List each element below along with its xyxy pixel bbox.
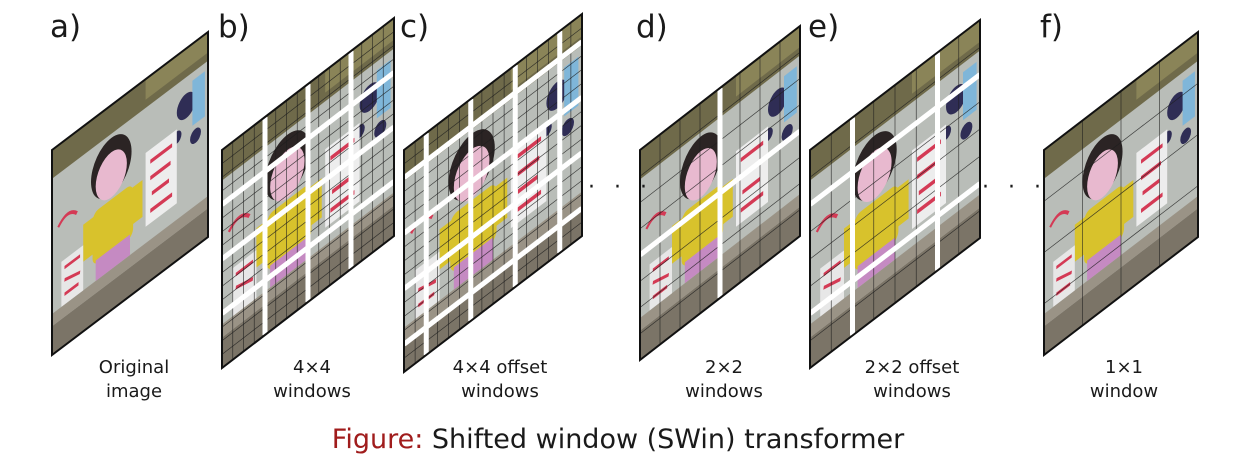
patch-line	[403, 138, 583, 276]
window-separator	[402, 150, 584, 291]
patch-line	[403, 124, 583, 262]
panel-outline	[639, 23, 801, 363]
caption-c-line2: windows	[461, 381, 539, 402]
panel-f	[1043, 29, 1199, 358]
panel-b-label: b)	[218, 9, 250, 45]
ellipsis-right: · · ·	[982, 175, 1047, 200]
window-separator	[220, 125, 396, 261]
caption-d-line2: windows	[685, 381, 763, 402]
caption-b-line2: windows	[273, 381, 351, 402]
caption-e: 2×2 offset windows	[865, 356, 960, 404]
window-separator	[220, 179, 396, 316]
caption-b: 4×4 windows	[273, 356, 351, 404]
panel-d-label: d)	[636, 9, 668, 45]
swin-diagram	[51, 11, 1199, 375]
caption-f-line1: 1×1	[1104, 357, 1143, 378]
patch-line	[403, 221, 583, 359]
window-separator	[402, 95, 584, 236]
panel-b	[220, 15, 396, 371]
caption-f: 1×1 window	[1090, 356, 1158, 404]
panel-c	[402, 11, 584, 375]
caption-c: 4×4 offset windows	[453, 356, 548, 404]
caption-f-line2: window	[1089, 381, 1159, 402]
figure-caption-prefix: Figure:	[331, 424, 424, 455]
patch-line	[809, 210, 981, 342]
patch-line	[1043, 185, 1199, 305]
window-separator	[638, 129, 802, 257]
panel-outline	[1043, 29, 1199, 358]
window-separator	[808, 181, 982, 316]
caption-d: 2×2 windows	[685, 356, 763, 404]
panel-a	[51, 29, 209, 358]
figure-caption-text: Shifted window (SWin) transformer	[423, 424, 905, 455]
panel-c-label: c)	[400, 9, 430, 45]
caption-c-line1: 4×4 offset	[452, 357, 548, 378]
panel-outline	[809, 17, 981, 371]
window-separator	[402, 39, 584, 180]
window-separator	[402, 206, 584, 347]
caption-d-line1: 2×2	[704, 357, 743, 378]
caption-a-line2: image	[105, 381, 163, 402]
caption-a: Original image	[99, 356, 169, 404]
panel-e-label: e)	[808, 9, 840, 45]
ellipsis-left: · · ·	[588, 175, 653, 200]
patch-line	[1043, 134, 1199, 253]
panel-d	[638, 23, 802, 363]
caption-e-line2: windows	[873, 381, 951, 402]
panel-f-label: f)	[1040, 9, 1064, 45]
panel-outline	[51, 29, 209, 358]
caption-e-line1: 2×2 offset	[864, 357, 960, 378]
window-separator	[808, 72, 982, 207]
patch-line	[809, 155, 981, 287]
panel-e	[808, 17, 982, 371]
figure-caption: Figure: Shifted window (SWin) transforme…	[0, 424, 1236, 455]
graffiti-image-a	[52, 32, 208, 355]
caption-b-line1: 4×4	[292, 357, 331, 378]
patch-line	[403, 166, 583, 303]
patch-line	[809, 128, 981, 260]
patch-line	[403, 180, 583, 317]
panel-outline	[403, 11, 583, 375]
caption-a-line1: Original	[98, 357, 170, 378]
panel-outline	[221, 15, 395, 371]
patch-line	[403, 194, 583, 331]
panel-a-label: a)	[50, 9, 82, 45]
